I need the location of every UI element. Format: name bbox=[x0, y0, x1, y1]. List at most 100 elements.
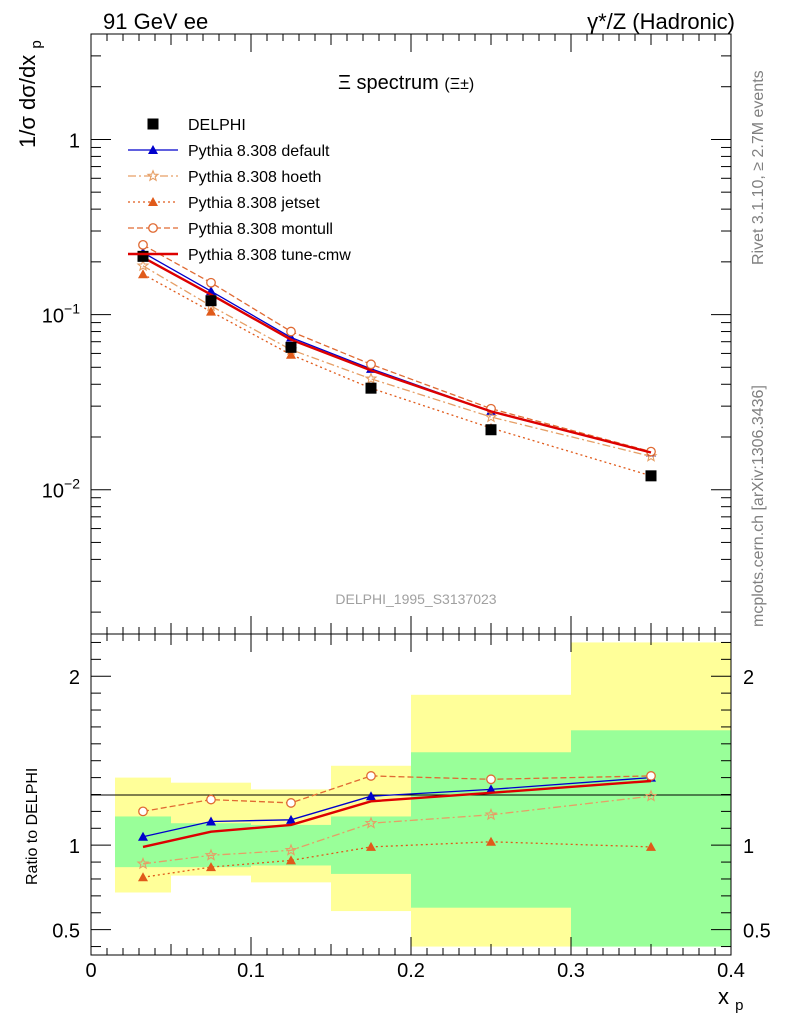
ratio-point-1 bbox=[136, 856, 150, 870]
x-tick-label: 0.3 bbox=[557, 960, 585, 982]
ratio-y-tick-label: 1 bbox=[69, 836, 80, 858]
data-point bbox=[137, 250, 149, 262]
main-y-tick-label-exp: −1 bbox=[64, 301, 80, 317]
watermark: DELPHI_1995_S3137023 bbox=[335, 591, 496, 607]
series-line-0 bbox=[142, 252, 652, 454]
series-point-1 bbox=[484, 410, 498, 423]
header-right: γ*/Z (Hadronic) bbox=[587, 9, 735, 34]
ratio-y-tick-label-right: 0.5 bbox=[743, 921, 771, 943]
ratio-point-0 bbox=[366, 791, 376, 801]
ratio-point-0 bbox=[486, 784, 496, 794]
series-point-2 bbox=[206, 306, 216, 316]
ratio-point-2 bbox=[366, 841, 376, 851]
main-y-tick-label: 10−1 bbox=[42, 301, 80, 328]
legend-label: Pythia 8.308 hoeth bbox=[188, 169, 321, 186]
header-left: 91 GeV ee bbox=[103, 9, 208, 34]
plot-title-main: Ξ spectrum bbox=[338, 72, 439, 94]
legend-marker bbox=[146, 169, 160, 182]
x-tick-label: 0 bbox=[85, 960, 96, 982]
ratio-point-0 bbox=[286, 814, 296, 824]
ratio-point-3 bbox=[286, 798, 296, 808]
data-point bbox=[285, 341, 297, 353]
legend-marker bbox=[148, 223, 158, 233]
y-axis-label: 1/σ dσ/dx p bbox=[15, 40, 45, 148]
ratio-line-4 bbox=[142, 779, 652, 849]
series-line-2 bbox=[142, 273, 652, 477]
ratio-point-0 bbox=[206, 816, 216, 826]
x-tick-label: 0.4 bbox=[717, 960, 745, 982]
ratio-point-2 bbox=[286, 855, 296, 865]
series-point-1 bbox=[364, 371, 378, 385]
ratio-point-2 bbox=[138, 872, 148, 882]
series-point-3 bbox=[366, 359, 376, 370]
ratio-y-tick-label-right: 2 bbox=[743, 667, 754, 689]
plot-title: Ξ spectrum (Ξ±) bbox=[338, 72, 474, 94]
ratio-line-0 bbox=[142, 776, 652, 838]
ratio-y-tick-label: 0.5 bbox=[52, 921, 80, 943]
series-point-3 bbox=[206, 277, 216, 288]
series-point-3 bbox=[138, 239, 148, 250]
ratio-point-0 bbox=[138, 831, 148, 841]
ratio-point-3 bbox=[366, 771, 376, 781]
main-y-tick-label: 10−2 bbox=[42, 476, 80, 503]
main-y-tick-label-exp: −2 bbox=[64, 476, 80, 492]
legend-label: Pythia 8.308 montull bbox=[188, 221, 333, 238]
ratio-point-1 bbox=[364, 816, 378, 829]
data-point bbox=[485, 424, 497, 436]
x-tick-label: 0.2 bbox=[397, 960, 425, 982]
ratio-plot: 0.5 0.5 1 1 2 2 bbox=[52, 633, 771, 956]
main-y-tick-label: 1 bbox=[69, 130, 80, 152]
x-axis-label: x p bbox=[718, 984, 743, 1014]
series-point-2 bbox=[286, 349, 296, 359]
ratio-point-1 bbox=[204, 848, 218, 861]
y-axis-label-sub: p bbox=[28, 40, 45, 48]
legend-marker bbox=[147, 118, 159, 130]
series-line-3 bbox=[142, 244, 652, 453]
mcplots-label: mcplots.cern.ch [arXiv:1306.3436] bbox=[750, 385, 767, 627]
uncertainty-band-green bbox=[571, 730, 731, 947]
legend-label: DELPHI bbox=[188, 117, 246, 134]
legend-label: Pythia 8.308 tune-cmw bbox=[188, 247, 351, 264]
data-point bbox=[645, 470, 657, 482]
main-y-tick-label-base: 10 bbox=[42, 306, 64, 328]
ratio-point-1 bbox=[644, 789, 658, 802]
ratio-line-2 bbox=[142, 841, 652, 878]
ratio-point-1 bbox=[284, 843, 298, 856]
legend: DELPHI Pythia 8.308 default Pythia 8.308 h… bbox=[128, 117, 351, 264]
ratio-point-2 bbox=[646, 841, 656, 851]
series-point-2 bbox=[138, 269, 148, 279]
ratio-point-2 bbox=[486, 836, 496, 846]
legend-label: Pythia 8.308 jetset bbox=[188, 195, 320, 212]
ratio-line-1 bbox=[142, 795, 652, 865]
series-point-3 bbox=[286, 326, 296, 337]
data-point bbox=[205, 295, 217, 307]
main-y-tick-label-base: 10 bbox=[42, 481, 64, 503]
ratio-point-2 bbox=[206, 862, 216, 872]
legend-marker bbox=[148, 145, 158, 154]
legend-label: Pythia 8.308 default bbox=[188, 143, 330, 160]
legend-marker bbox=[148, 197, 158, 206]
y-axis-label-main: 1/σ dσ/dx bbox=[15, 55, 40, 148]
main-frame bbox=[90, 33, 732, 635]
x-tick-label: 0.1 bbox=[237, 960, 265, 982]
x-axis-label-main: x bbox=[718, 984, 729, 1009]
x-axis-label-sub: p bbox=[735, 997, 743, 1014]
ratio-point-1 bbox=[484, 807, 498, 821]
plot-title-suffix: (Ξ±) bbox=[444, 76, 474, 93]
ratio-point-3 bbox=[206, 794, 216, 805]
ratio-y-tick-label-right: 1 bbox=[743, 836, 754, 858]
rivet-label: Rivet 3.1.10, ≥ 2.7M events bbox=[750, 70, 767, 265]
ratio-point-3 bbox=[646, 771, 656, 781]
main-plot: 110−110−2 bbox=[42, 33, 732, 635]
ratio-line-3 bbox=[142, 775, 652, 813]
ratio-y-tick-label: 2 bbox=[69, 667, 80, 689]
series-point-1 bbox=[136, 258, 150, 272]
ratio-y-axis-label: Ratio to DELPHI bbox=[24, 768, 41, 885]
main-y-tick-label-base: 1 bbox=[69, 130, 80, 152]
data-point bbox=[365, 382, 377, 394]
ratio-point-3 bbox=[486, 774, 496, 785]
series-line-4 bbox=[142, 256, 652, 454]
series-line-1 bbox=[142, 265, 652, 458]
ratio-point-3 bbox=[138, 806, 148, 817]
